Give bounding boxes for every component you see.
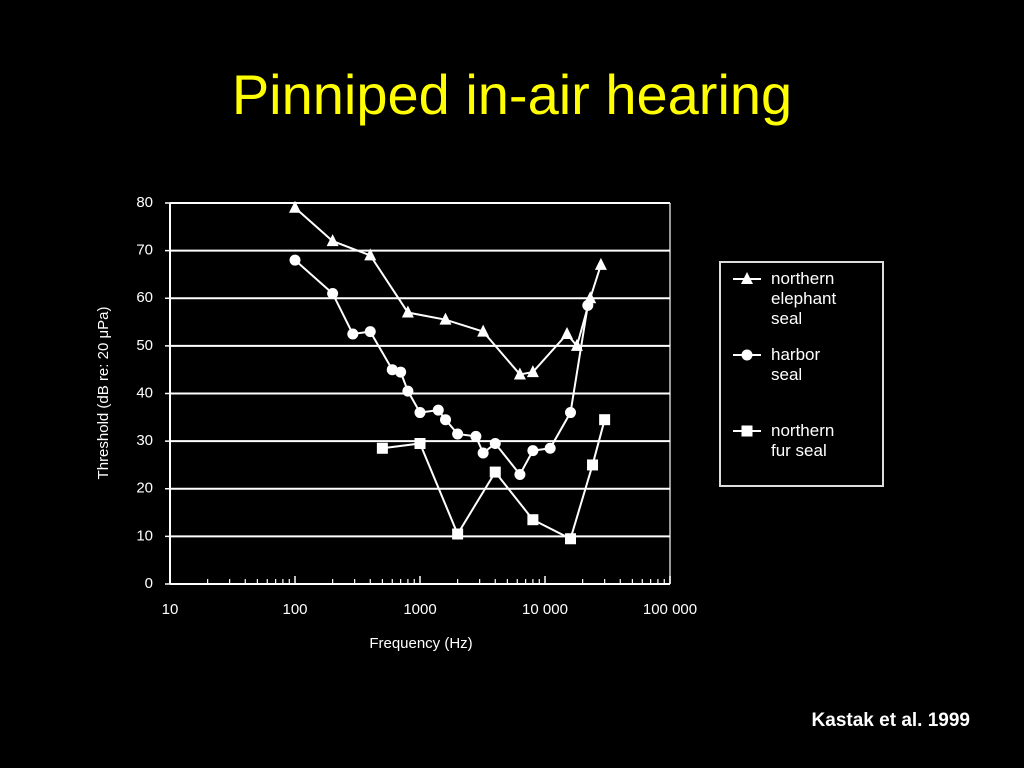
triangle-marker bbox=[741, 272, 753, 284]
circle-marker bbox=[452, 428, 464, 440]
legend-swatch bbox=[733, 272, 761, 284]
circle-marker bbox=[386, 364, 398, 376]
x-tick-label: 100 000 bbox=[643, 601, 697, 618]
series-line bbox=[294, 207, 602, 376]
legend-item: northern elephant seal bbox=[729, 269, 882, 339]
circle-marker bbox=[477, 447, 489, 459]
legend-label: northern elephant seal bbox=[771, 269, 837, 328]
x-tick-label: 1000 bbox=[403, 601, 436, 618]
source: Kastak et al. 1999 bbox=[811, 710, 970, 731]
x-axis-label: Frequency (Hz) bbox=[369, 635, 472, 652]
square-marker bbox=[376, 442, 388, 454]
circle-marker bbox=[347, 328, 359, 340]
x-tick-label: 100 bbox=[282, 601, 307, 618]
circle-marker bbox=[395, 366, 407, 378]
triangle-marker bbox=[513, 367, 526, 380]
triangle-marker bbox=[439, 312, 452, 325]
square-marker bbox=[565, 533, 577, 545]
y-tick-label: 80 bbox=[136, 194, 153, 211]
legend-item: northern fur seal bbox=[729, 421, 882, 491]
square-marker bbox=[587, 459, 599, 471]
circle-marker bbox=[470, 430, 482, 442]
circle-marker bbox=[544, 442, 556, 454]
square-marker bbox=[741, 425, 753, 437]
legend-swatch bbox=[733, 425, 761, 437]
x-tick-label: 10 000 bbox=[522, 601, 568, 618]
y-tick-label: 10 bbox=[136, 527, 153, 544]
y-tick-label: 20 bbox=[136, 480, 153, 497]
triangle-marker bbox=[561, 326, 574, 339]
legend: northern elephant seal harbor seal norther… bbox=[719, 261, 884, 487]
circle-marker bbox=[414, 407, 426, 419]
triangle-marker bbox=[364, 248, 377, 261]
y-tick-label: 30 bbox=[136, 432, 153, 449]
circle-marker bbox=[440, 414, 452, 426]
legend-swatch bbox=[733, 349, 761, 361]
circle-marker bbox=[565, 407, 577, 419]
y-tick-label: 50 bbox=[136, 337, 153, 354]
circle-marker bbox=[514, 468, 526, 480]
circle-marker bbox=[432, 404, 444, 416]
circle-marker bbox=[741, 349, 753, 361]
square-marker bbox=[599, 414, 611, 426]
square-marker bbox=[414, 438, 426, 450]
x-tick-label: 10 bbox=[162, 601, 179, 618]
circle-marker bbox=[489, 438, 501, 450]
triangle-marker bbox=[594, 257, 607, 270]
y-tick-label: 40 bbox=[136, 384, 153, 401]
triangle-marker bbox=[477, 324, 490, 337]
series-line bbox=[294, 259, 589, 477]
triangle-marker bbox=[401, 305, 414, 318]
triangle-marker bbox=[570, 338, 583, 351]
square-marker bbox=[489, 466, 501, 478]
y-tick-label: 0 bbox=[145, 575, 153, 592]
legend-label: northern fur seal bbox=[771, 421, 835, 460]
circle-marker bbox=[527, 445, 539, 457]
circle-marker bbox=[402, 385, 414, 397]
triangle-marker bbox=[289, 200, 301, 213]
triangle-marker bbox=[326, 234, 339, 247]
series-line bbox=[382, 419, 606, 541]
legend-item: harbor seal bbox=[729, 345, 882, 415]
legend-label: harbor seal bbox=[771, 345, 821, 384]
circle-marker bbox=[582, 299, 594, 311]
slide-title: Pinniped in-air hearing bbox=[231, 63, 793, 126]
circle-marker bbox=[364, 326, 376, 338]
square-marker bbox=[527, 514, 539, 526]
y-tick-label: 70 bbox=[136, 242, 153, 259]
y-tick-label: 60 bbox=[136, 289, 153, 306]
y-axis-label: Threshold (dB re: 20 μPa) bbox=[95, 307, 112, 480]
circle-marker bbox=[327, 287, 339, 299]
square-marker bbox=[452, 528, 464, 540]
triangle-marker bbox=[526, 365, 539, 378]
circle-marker bbox=[289, 254, 301, 266]
